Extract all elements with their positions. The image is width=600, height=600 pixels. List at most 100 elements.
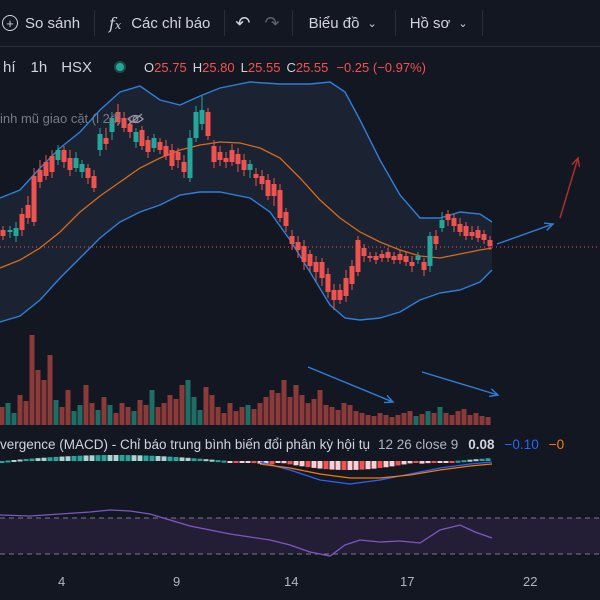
candle-body (13, 228, 19, 236)
symbol-name[interactable]: hí (3, 58, 16, 76)
compare-button[interactable]: + So sánh (0, 0, 94, 46)
volume-bar (335, 410, 341, 425)
macd-histogram-bar (263, 461, 269, 465)
time-axis-tick: 17 (400, 574, 415, 589)
candle-body (469, 232, 475, 236)
volume-bar (485, 417, 491, 425)
macd-histogram-bar (317, 461, 323, 469)
macd-histogram-bar (113, 455, 119, 461)
volume-bar (197, 410, 203, 425)
macd-histogram-bar (59, 456, 65, 461)
candle-body (181, 162, 187, 172)
candle-body (91, 176, 97, 188)
candle-body (73, 158, 79, 168)
eye-off-icon[interactable] (127, 112, 145, 125)
volume-bars (0, 335, 491, 425)
close-value: 25.55 (295, 59, 329, 75)
candle-body (115, 112, 121, 122)
volume-bar (431, 413, 437, 425)
candle-body (331, 290, 337, 300)
redo-icon: ↷ (264, 12, 280, 33)
macd-value-signal: −0 (548, 437, 565, 452)
macd-histogram-bar (119, 455, 125, 461)
trend-drawings[interactable] (307, 156, 581, 404)
trend-arrow-head (543, 222, 555, 231)
macd-histogram-bar (437, 461, 443, 463)
macd-histogram-bar (5, 460, 11, 463)
macd-histogram-bar (299, 461, 305, 467)
candle-body (121, 118, 127, 128)
redo-button[interactable]: ↷ (261, 0, 292, 46)
candle-body (235, 154, 241, 164)
macd-histogram-bar (479, 458, 485, 461)
high-value: 25.80 (202, 59, 235, 75)
candlesticks[interactable] (0, 96, 493, 310)
macd-histogram-bar (461, 460, 467, 463)
volume-bar (311, 399, 317, 425)
macd-histogram-bar (47, 457, 53, 461)
candle-body (217, 152, 223, 160)
volume-bar (407, 411, 413, 425)
macd-histogram-bar (443, 461, 449, 463)
macd-histogram-bar (53, 456, 59, 461)
macd-histogram-bar (335, 461, 341, 470)
bollinger-fill (0, 82, 492, 322)
low-value: 25.55 (247, 59, 281, 75)
volume-bar (251, 409, 257, 425)
macd-histogram-bar (401, 461, 407, 465)
macd-histogram-bar (359, 461, 365, 470)
candle-body (319, 262, 325, 278)
time-axis-tick: 4 (58, 574, 66, 589)
volume-bar (473, 413, 479, 425)
macd-histogram-bar (287, 461, 293, 465)
macd-histogram-bar (23, 459, 29, 462)
macd-histogram-bar (185, 457, 191, 461)
undo-button[interactable]: ↶ (225, 0, 260, 46)
indicators-label: Các chỉ báo (131, 14, 211, 32)
macd-histogram-bar (383, 461, 389, 468)
candle-body (397, 254, 403, 260)
macd-histogram-bar (149, 455, 155, 461)
macd-legend[interactable]: vergence (MACD) - Chỉ báo trung bình biế… (0, 437, 564, 452)
chart-menu-button[interactable]: Biểu đồ ⌄ (293, 0, 395, 46)
macd-value-histogram: 0.08 (468, 437, 495, 452)
high-key: H (192, 59, 203, 75)
candle-body (373, 256, 379, 260)
open-key: O (144, 59, 155, 75)
macd-pane (0, 455, 493, 485)
candle-body (109, 118, 115, 132)
candle-body (337, 290, 343, 300)
candle-body (361, 248, 367, 256)
timeframe[interactable]: 1h (30, 58, 48, 76)
volume-bar (77, 405, 83, 425)
fx-icon: fx (109, 13, 122, 33)
volume-bar (389, 417, 395, 425)
candle-body (145, 140, 151, 152)
volume-bar (47, 355, 53, 425)
macd-histogram-bar (77, 455, 83, 461)
volume-bar (143, 405, 149, 425)
volume-bar (185, 380, 191, 425)
macd-histogram-bar (281, 461, 287, 464)
bollinger-bands (0, 81, 493, 323)
volume-bar (257, 403, 263, 425)
candle-body (37, 170, 43, 182)
volume-bar (245, 405, 251, 425)
candle-body (457, 224, 463, 232)
candle-body (439, 220, 445, 228)
time-axis-tick: 22 (523, 574, 538, 589)
candle-body (301, 246, 307, 262)
indicators-button[interactable]: fx Các chỉ báo (95, 0, 224, 46)
candle-body (205, 112, 211, 136)
candle-body (247, 164, 253, 170)
bollinger-label[interactable]: inh mũ giao cặt (l 2đ) (0, 111, 145, 126)
profile-menu-button[interactable]: Hồ sơ ⌄ (396, 0, 482, 46)
volume-bar (215, 407, 221, 425)
volume-bar (119, 403, 125, 425)
macd-histogram-bar (275, 461, 281, 463)
volume-bar (413, 416, 419, 425)
volume-bar (101, 397, 107, 425)
macd-histogram-bar (155, 456, 161, 461)
volume-bar (479, 416, 485, 425)
